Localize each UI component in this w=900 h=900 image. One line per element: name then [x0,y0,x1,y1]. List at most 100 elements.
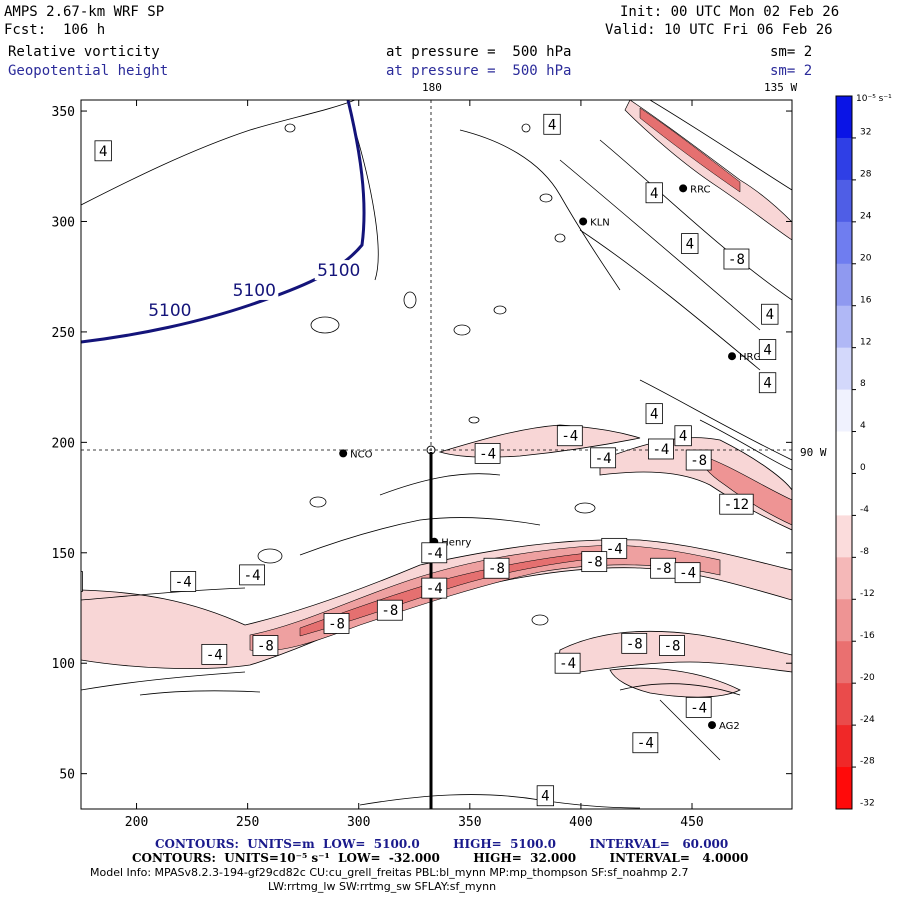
field-vorticity-level: at pressure = 500 hPa [386,44,572,60]
colorbar-swatch [836,305,852,349]
vorticity-contour-label: -4 [685,696,712,718]
colorbar-tick-label: -28 [860,757,875,767]
vorticity-contour-label: 4 [543,113,561,135]
vorticity-contour-label: -8 [483,557,510,579]
vorticity-contour-label: -4 [81,571,83,592]
y-tick-label: 150 [52,547,75,562]
station-label: RRC [690,184,710,195]
valid-time: Valid: 10 UTC Fri 06 Feb 26 [605,22,833,38]
y-tick-label: 250 [52,326,75,341]
svg-text:-8: -8 [690,453,707,469]
svg-text:-8: -8 [655,561,672,577]
x-tick-label: 300 [347,815,370,830]
vorticity-contour-label: 4 [674,425,692,447]
vorticity-contour-label: 4 [681,233,699,254]
colorbar-swatch [836,473,852,516]
vorticity-contour-label: -4 [556,425,583,447]
svg-text:4: 4 [541,789,549,805]
y-tick-label: 300 [52,215,75,230]
svg-text:-8: -8 [488,561,505,577]
vorticity-contour-label: -8 [581,551,608,573]
svg-text:-4: -4 [175,575,192,591]
plot-frame [80,99,793,810]
colorbar-swatch [836,599,852,642]
colorbar-tick-label: 24 [860,211,872,221]
svg-text:4: 4 [548,117,556,133]
footer-model-info-2: LW:rrtmg_lw SW:rrtmg_sw SFLAY:sf_mynn [268,880,497,893]
vorticity-contour-label: 4 [94,140,112,162]
colorbar-tick-label: -32 [860,799,875,809]
colorbar-swatch [836,641,852,684]
colorbar-frame [835,95,853,810]
x-tick-label: 400 [569,815,592,830]
svg-text:4: 4 [763,343,771,359]
x-tick-label: 450 [680,815,703,830]
vorticity-contour-label: -8 [685,449,712,471]
colorbar-swatch [836,767,852,810]
colorbar-swatch [836,515,852,558]
vorticity-contour-label: 4 [758,339,777,360]
svg-text:-8: -8 [257,639,274,655]
y-tick-label: 350 [52,105,75,120]
svg-text:-8: -8 [664,639,681,655]
vorticity-contour-label: -8 [376,599,403,621]
svg-text:4: 4 [763,376,771,392]
footer-height-contours: CONTOURS: UNITS=m LOW= 5100.0 HIGH= 5100… [155,837,729,851]
svg-text:-4: -4 [426,546,443,562]
vorticity-contour-label: 4 [758,372,777,394]
svg-text:-8: -8 [626,636,643,652]
vorticity-contour-label: -8 [723,248,750,270]
station-marker-kln [579,217,588,226]
field-height: Geopotential height [8,63,169,79]
field-vorticity-sm: sm= 2 [770,44,813,60]
colorbar-swatch [836,725,852,768]
colorbar-tick-label: 28 [860,170,872,180]
colorbar-tick-label: 0 [860,463,866,473]
x-tick-label: 200 [125,815,148,830]
vorticity-contour-label: 4 [761,303,779,325]
colorbar-swatch [836,683,852,726]
station-label: AG2 [719,721,740,732]
station-label: NCO [350,449,372,460]
svg-text:-4: -4 [606,541,623,557]
station-marker-rrc [679,184,688,193]
colorbar-swatch [836,96,852,139]
y-tick-label: 50 [59,768,75,783]
colorbar-swatch [836,263,852,307]
x-tick-label: 250 [236,815,259,830]
x-tick-label: 350 [458,815,481,830]
svg-text:4: 4 [650,186,658,202]
vorticity-contour-label: 4 [645,403,663,425]
colorbar-tick-label: -12 [860,589,875,599]
vorticity-band-northeast-core [639,107,741,193]
svg-text:-4: -4 [690,700,707,716]
colorbar-tick-label: 16 [860,295,872,305]
colorbar-tick-label: 12 [860,337,871,347]
svg-text:-4: -4 [679,566,696,582]
colorbar-tick-label: 8 [860,379,866,389]
colorbar-tick-label: -4 [860,505,869,515]
svg-text:4: 4 [766,307,774,323]
svg-text:-8: -8 [381,603,398,619]
vorticity-contour-label: -4 [674,562,701,584]
vorticity-contour-label: 4 [645,182,663,204]
vorticity-contour-label: -4 [170,571,197,592]
svg-text:-4: -4 [244,568,261,584]
vorticity-contour-label: -4 [590,447,617,469]
svg-text:4: 4 [650,407,658,423]
y-tick-label: 100 [52,657,75,672]
vorticity-contour-label: 4 [536,785,555,807]
colorbar-tick-label: 4 [860,421,866,431]
vorticity-contour-label: -4 [421,577,448,599]
svg-text:5100: 5100 [148,301,191,321]
svg-text:-8: -8 [728,252,745,268]
svg-text:5100: 5100 [233,281,276,301]
vorticity-band-east-core [699,454,792,526]
geopotential-5100-contour [81,100,366,344]
svg-text:4: 4 [679,429,687,445]
svg-text:4: 4 [686,237,694,253]
svg-text:-4: -4 [426,581,443,597]
vorticity-contour-label: -4 [239,564,265,586]
colorbar: 32 28 24 20 16 12 8 4 0 -4 -8 -12 -16 -20 -24 -28 -32 [835,95,875,810]
colorbar-tick-label: 32 [860,128,871,138]
